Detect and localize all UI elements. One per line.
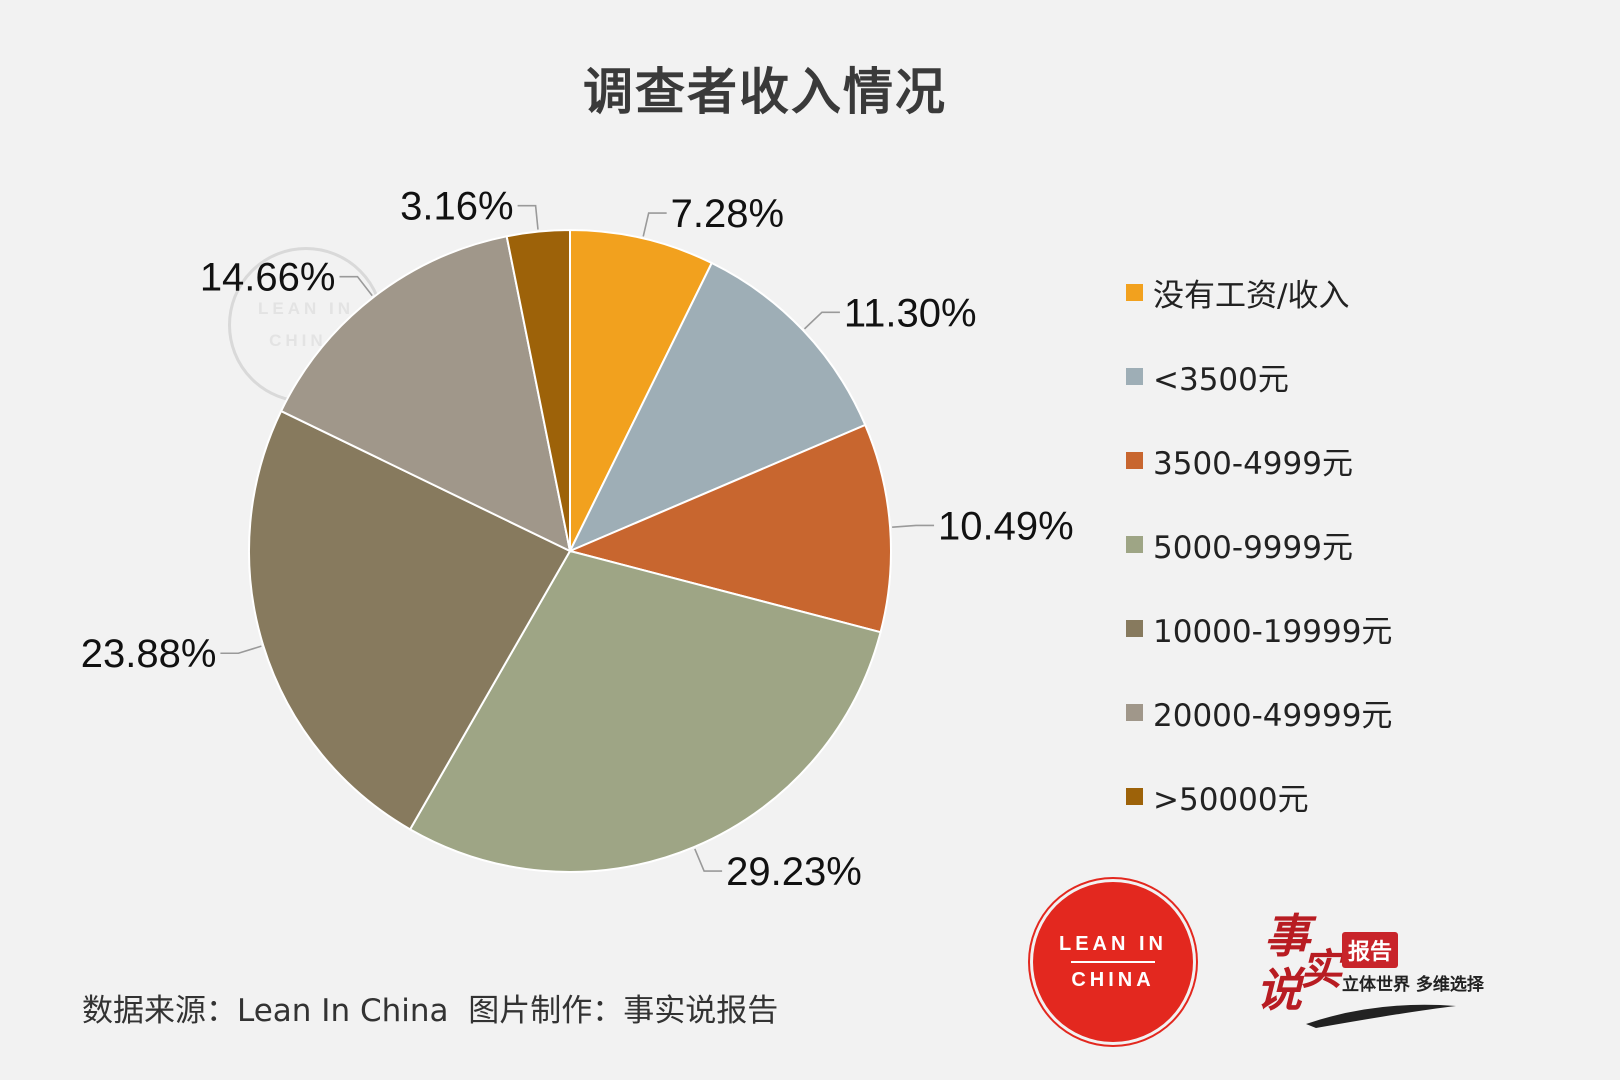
logo-line-2: CHINA <box>1071 961 1155 997</box>
watermark-line-1: LEAN IN <box>258 299 354 318</box>
pie-slice-4 <box>248 409 572 831</box>
logo-slogan: 立体世界 多维选择 <box>1342 975 1484 995</box>
legend-item-4: 10000-19999元 <box>1126 586 1392 670</box>
pie-slice-3 <box>408 549 882 873</box>
legend-label-6: >50000元 <box>1153 781 1309 818</box>
logo-calligraphy-2: 说 <box>1256 963 1302 1017</box>
leader-line-2 <box>892 524 935 528</box>
legend-swatch-4 <box>1126 619 1143 637</box>
percent-label-1: 11.30% <box>844 291 977 335</box>
legend-item-2: 3500-4999元 <box>1126 418 1392 502</box>
leader-line-4 <box>220 645 262 655</box>
pie-slice-6 <box>505 228 571 552</box>
pie-slice-5 <box>279 235 572 553</box>
percent-labels: 7.28% 11.30% 10.49% 29.23% 23.88% 14.66% 3.16% <box>81 185 1074 894</box>
leader-line-3 <box>694 848 723 872</box>
legend-item-5: 20000-49999元 <box>1126 670 1392 754</box>
logo-line-1: LEAN IN <box>1059 933 1167 955</box>
legend-swatch-2 <box>1126 451 1143 469</box>
legend-label-5: 20000-49999元 <box>1153 697 1393 734</box>
legend-item-3: 5000-9999元 <box>1126 502 1392 586</box>
leader-line-1 <box>803 311 840 330</box>
logo-badge: 报告 <box>1342 932 1399 968</box>
legend-label-1: <3500元 <box>1153 361 1289 398</box>
logo-calligraphy-1: 事 <box>1264 909 1310 963</box>
legend-swatch-1 <box>1126 367 1143 385</box>
logo-calligraphy-3: 实 <box>1300 945 1343 994</box>
leader-line-5 <box>339 275 373 297</box>
legend-label-3: 5000-9999元 <box>1153 529 1353 566</box>
legend-swatch-6 <box>1126 787 1143 805</box>
legend-item-1: <3500元 <box>1126 334 1392 418</box>
leader-line-6 <box>517 204 539 230</box>
percent-label-3: 29.23% <box>726 850 862 894</box>
legend-item-6: >50000元 <box>1126 754 1392 838</box>
leader-line-0 <box>642 212 667 237</box>
watermark-line-2: CHINA <box>269 331 343 350</box>
legend-label-4: 10000-19999元 <box>1153 613 1393 650</box>
legend-label-2: 3500-4999元 <box>1153 445 1353 482</box>
chart-title: 调查者收入情况 <box>583 63 947 121</box>
percent-label-0: 7.28% <box>671 192 784 236</box>
percent-label-6: 3.16% <box>400 185 513 229</box>
legend-swatch-5 <box>1126 703 1143 721</box>
legend-swatch-0 <box>1126 283 1143 301</box>
legend-item-0: 没有工资/收入 <box>1126 250 1392 334</box>
leader-lines <box>220 204 935 872</box>
percent-label-4: 23.88% <box>81 632 217 676</box>
brush-stroke-icon <box>1306 1004 1456 1028</box>
legend-label-0: 没有工资/收入 <box>1153 277 1350 314</box>
lean-in-china-logo: LEAN IN CHINA <box>1033 882 1193 1042</box>
percent-label-2: 10.49% <box>938 504 1074 548</box>
percent-label-5: 14.66% <box>200 256 336 300</box>
legend-swatch-3 <box>1126 535 1143 553</box>
pie-slice-2 <box>566 423 892 634</box>
pie-slice-0 <box>569 228 714 552</box>
pie-slices <box>248 228 892 873</box>
pie-slice-1 <box>567 261 867 553</box>
legend: 没有工资/收入 <3500元 3500-4999元 5000-9999元 10000-1… <box>1126 250 1392 838</box>
report-logo: 事 说 实 报告 立体世界 多维选择 <box>1256 902 1486 1032</box>
source-credit: 数据来源：Lean In China 图片制作：事实说报告 <box>82 993 779 1029</box>
